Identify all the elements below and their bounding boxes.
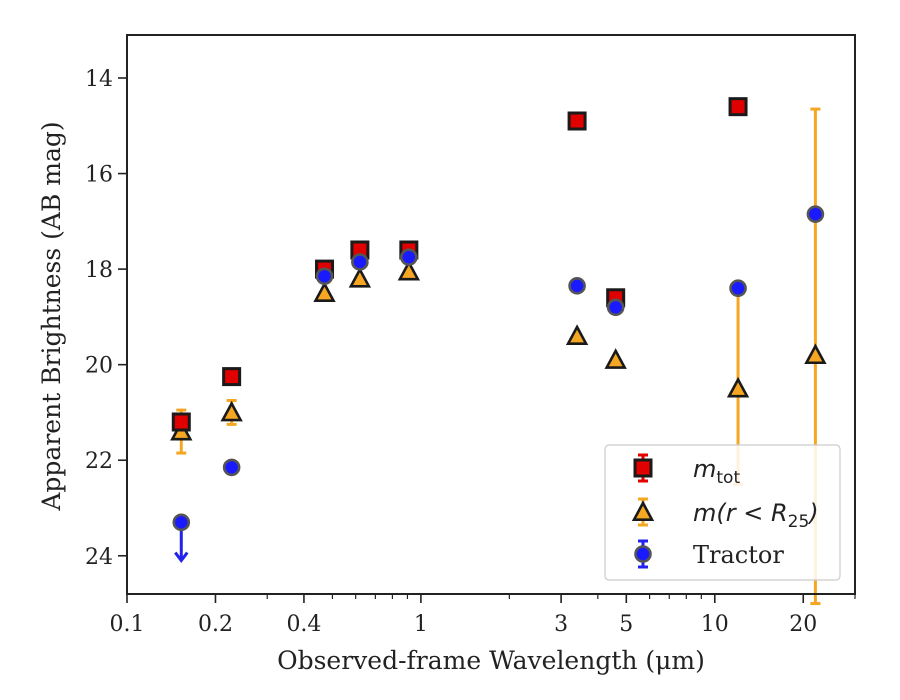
data-point <box>604 348 627 369</box>
data-point <box>222 458 241 477</box>
data-point <box>568 277 586 295</box>
data-point <box>397 259 421 281</box>
data-point <box>565 324 589 345</box>
y-tick-label: 18 <box>85 258 113 283</box>
data-point <box>804 343 827 365</box>
data-point <box>172 513 191 532</box>
y-tick-label: 20 <box>85 354 113 379</box>
data-point <box>728 97 748 117</box>
data-point <box>348 266 372 288</box>
data-point <box>351 253 369 271</box>
x-tick-label: 5 <box>619 612 633 637</box>
data-point <box>313 281 336 302</box>
x-tick-label: 10 <box>701 612 729 637</box>
x-axis-label: Observed-frame Wavelength (μm) <box>277 646 705 675</box>
data-point <box>400 248 418 266</box>
legend: mtot m(r < R25) Tractor <box>604 444 841 581</box>
x-tick-label: 0.4 <box>286 612 321 637</box>
data-point <box>222 367 242 387</box>
legend-label: Tractor <box>693 541 784 569</box>
data-point <box>567 111 587 131</box>
x-tick-label: 0.2 <box>198 612 233 637</box>
legend-marker <box>631 500 655 521</box>
y-tick-label: 16 <box>85 163 113 188</box>
plot-frame <box>126 34 856 595</box>
y-tick-label: 24 <box>85 545 113 570</box>
x-tick-label: 1 <box>414 612 428 637</box>
legend-marker <box>634 545 652 563</box>
data-point <box>726 376 750 398</box>
y-tick-label: 22 <box>85 449 113 474</box>
y-tick-label: 14 <box>85 67 113 92</box>
x-tick-label: 3 <box>554 612 568 637</box>
data-point <box>220 400 243 422</box>
y-axis-label: Apparent Brightness (AB mag) <box>37 121 66 511</box>
legend-label: m(r < R25) <box>693 499 819 532</box>
legend-box <box>604 444 841 581</box>
legend-label: mtot <box>693 455 740 488</box>
data-point <box>171 412 191 432</box>
upper-limit-head <box>174 551 189 564</box>
x-tick-label: 20 <box>789 612 817 637</box>
x-axis: 0.1 0.2 0.4 1 3 5 10 20 <box>110 594 856 637</box>
data-point <box>729 279 747 298</box>
x-tick-label: 0.1 <box>110 612 145 637</box>
legend-marker <box>633 458 653 478</box>
data-point <box>806 205 825 223</box>
y-axis: 14 16 18 20 22 24 <box>85 67 127 570</box>
data-point <box>606 298 625 317</box>
data-point <box>315 267 334 286</box>
